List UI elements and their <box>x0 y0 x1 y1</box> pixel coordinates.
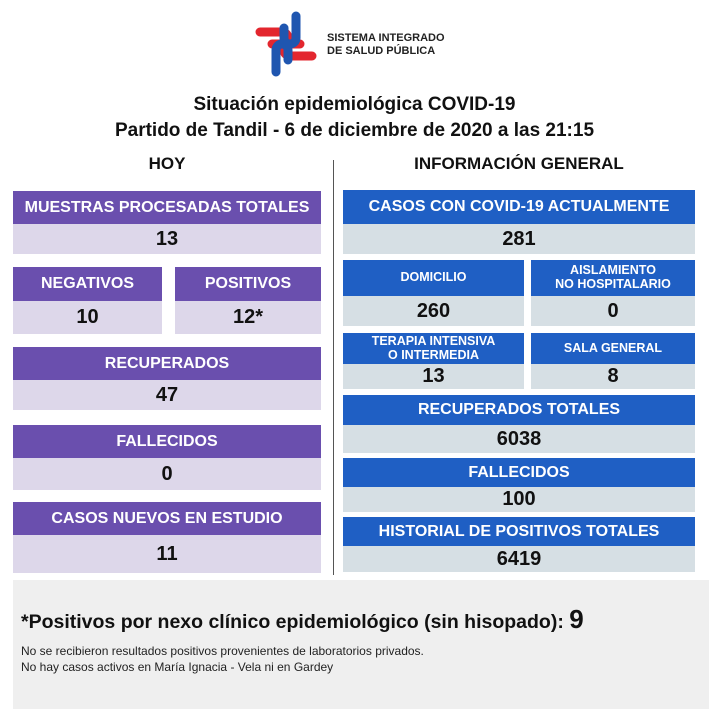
card-label: NEGATIVOS <box>13 267 162 301</box>
page-title: Situación epidemiológica COVID-19 <box>193 94 516 115</box>
card-label-line1: TERAPIA INTENSIVA <box>371 333 496 348</box>
card-value: 6038 <box>343 425 695 453</box>
card-value: 0 <box>531 296 695 326</box>
card-label-line2: NO HOSPITALARIO <box>555 277 671 291</box>
card-value: 0 <box>13 458 321 490</box>
card-label: MUESTRAS PROCESADAS TOTALES <box>13 191 321 224</box>
logo-text: SISTEMA INTEGRADO DE SALUD PÚBLICA <box>327 32 445 58</box>
card-label: DOMICILIO <box>343 260 524 296</box>
footer-panel: *Positivos por nexo clínico epidemiológi… <box>13 580 709 709</box>
logo <box>252 10 320 83</box>
card-negativos: NEGATIVOS 10 <box>13 267 162 334</box>
nexo-label: *Positivos por nexo clínico epidemiológi… <box>21 611 564 633</box>
card-value: 6419 <box>343 546 695 572</box>
card-value: 281 <box>343 224 695 254</box>
card-label: POSITIVOS <box>175 267 321 301</box>
card-recuperados-totales: RECUPERADOS TOTALES 6038 <box>343 395 695 453</box>
card-value: 10 <box>13 301 162 334</box>
card-terapia: TERAPIA INTENSIVA O INTERMEDIA 13 <box>343 333 524 389</box>
nexo-value: 9 <box>569 604 584 634</box>
card-label: FALLECIDOS <box>343 458 695 487</box>
card-label: FALLECIDOS <box>13 425 321 458</box>
card-label-line1: AISLAMIENTO <box>570 263 656 278</box>
card-casos-actuales: CASOS CON COVID-19 ACTUALMENTE 281 <box>343 190 695 254</box>
card-domicilio: DOMICILIO 260 <box>343 260 524 326</box>
card-sala-general: SALA GENERAL 8 <box>531 333 695 389</box>
card-label: SALA GENERAL <box>531 333 695 364</box>
card-fallecidos: FALLECIDOS 0 <box>13 425 321 490</box>
card-aislamiento: AISLAMIENTO NO HOSPITALARIO 0 <box>531 260 695 326</box>
card-label: HISTORIAL DE POSITIVOS TOTALES <box>343 517 695 546</box>
card-value: 100 <box>343 487 695 512</box>
card-value: 47 <box>13 380 321 410</box>
card-value: 13 <box>13 224 321 254</box>
section-general: INFORMACIÓN GENERAL <box>414 154 624 173</box>
page-subtitle: Partido de Tandil - 6 de diciembre de 20… <box>114 120 595 141</box>
card-value: 260 <box>343 296 524 326</box>
card-value: 13 <box>343 364 524 389</box>
card-muestras: MUESTRAS PROCESADAS TOTALES 13 <box>13 191 321 254</box>
note-localidades: No hay casos activos en María Ignacia - … <box>21 660 334 674</box>
divider <box>333 160 334 575</box>
section-hoy: HOY <box>148 154 186 173</box>
note-laboratorios: No se recibieron resultados positivos pr… <box>21 644 424 658</box>
card-label: TERAPIA INTENSIVA O INTERMEDIA <box>343 333 524 364</box>
card-historial: HISTORIAL DE POSITIVOS TOTALES 6419 <box>343 517 695 572</box>
card-label: CASOS CON COVID-19 ACTUALMENTE <box>343 190 695 224</box>
card-positivos: POSITIVOS 12* <box>175 267 321 334</box>
nexo-line: *Positivos por nexo clínico epidemiológi… <box>21 604 584 635</box>
logo-line1: SISTEMA INTEGRADO <box>327 32 445 44</box>
card-recuperados: RECUPERADOS 47 <box>13 347 321 410</box>
card-value: 11 <box>13 535 321 573</box>
card-label: AISLAMIENTO NO HOSPITALARIO <box>531 260 695 296</box>
logo-line2: DE SALUD PÚBLICA <box>327 45 436 57</box>
card-label: RECUPERADOS TOTALES <box>343 395 695 425</box>
card-value: 8 <box>531 364 695 389</box>
logo-icon <box>255 11 317 77</box>
card-value: 12* <box>175 301 321 334</box>
card-fallecidos-totales: FALLECIDOS 100 <box>343 458 695 512</box>
card-label: CASOS NUEVOS EN ESTUDIO <box>13 502 321 535</box>
card-label-line2: O INTERMEDIA <box>388 347 479 362</box>
card-label: RECUPERADOS <box>13 347 321 380</box>
card-casos-nuevos: CASOS NUEVOS EN ESTUDIO 11 <box>13 502 321 573</box>
